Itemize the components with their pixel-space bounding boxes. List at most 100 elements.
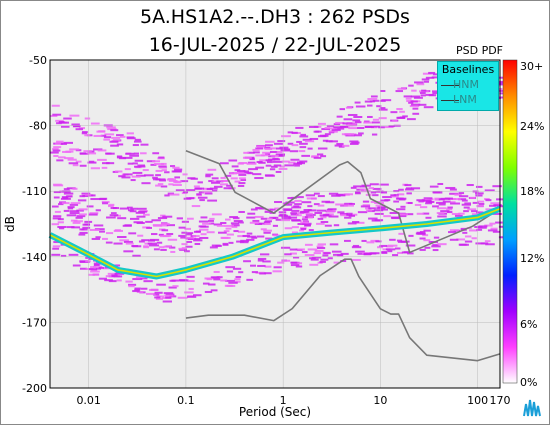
pdf-cell: [107, 272, 117, 275]
pdf-cell: [307, 205, 313, 208]
pdf-cell: [269, 216, 279, 219]
pdf-cell: [208, 180, 214, 183]
pdf-cell: [126, 206, 133, 209]
pdf-cell: [311, 155, 318, 158]
pdf-cell: [205, 173, 214, 176]
pdf-cell: [289, 248, 298, 251]
pdf-cell: [52, 149, 61, 152]
pdf-cell: [328, 215, 339, 218]
pdf-cell: [172, 170, 182, 173]
pdf-cell: [327, 257, 333, 260]
pdf-cell: [105, 232, 114, 235]
pdf-cell: [471, 237, 477, 240]
pdf-cell: [153, 293, 160, 296]
pdf-cell: [193, 239, 203, 242]
pdf-cell: [128, 283, 137, 286]
pdf-cell: [422, 199, 432, 202]
pdf-cell: [433, 236, 440, 239]
pdf-cell: [390, 194, 397, 197]
pdf-cell: [288, 216, 298, 219]
pdf-cell: [225, 218, 231, 221]
pdf-cell: [362, 200, 370, 203]
pdf-cell: [79, 164, 87, 167]
pdf-cell: [347, 222, 357, 225]
pdf-cell: [352, 221, 360, 224]
pdf-cell: [377, 206, 387, 209]
pdf-cell: [75, 128, 84, 131]
pdf-cell: [236, 169, 246, 172]
pdf-cell: [313, 203, 320, 206]
pdf-cell: [424, 246, 431, 249]
pdf-cell: [456, 238, 466, 241]
pdf-cell: [225, 227, 232, 230]
pdf-cell: [148, 288, 159, 291]
pdf-cell: [423, 106, 434, 109]
pdf-cell: [421, 78, 430, 81]
pdf-cell: [275, 218, 282, 221]
pdf-cell: [133, 140, 142, 143]
pdf-cell: [410, 100, 418, 103]
pdf-cell: [405, 97, 412, 100]
pdf-cell: [187, 295, 197, 298]
pdf-cell: [162, 300, 172, 303]
pdf-cell: [380, 89, 386, 92]
pdf-cell: [490, 202, 500, 205]
series-hnm: [185, 150, 501, 254]
pdf-cell: [140, 143, 149, 146]
pdf-cell: [254, 177, 264, 180]
pdf-cell: [164, 194, 170, 197]
pdf-cell: [390, 111, 398, 114]
pdf-cell: [224, 284, 233, 287]
legend-label: HNM: [453, 78, 479, 91]
pdf-cell: [216, 180, 224, 183]
y-tick-label: -110: [22, 185, 47, 198]
pdf-cell: [436, 201, 446, 204]
pdf-cell: [107, 205, 114, 208]
pdf-cell: [255, 166, 265, 169]
pdf-cell: [247, 235, 257, 238]
pdf-cell: [231, 224, 240, 227]
pdf-cell: [334, 144, 344, 147]
pdf-cell: [52, 147, 59, 150]
pdf-cell: [196, 193, 202, 196]
pdf-cell: [459, 243, 469, 246]
pdf-cell: [419, 237, 426, 240]
pdf-cell: [228, 281, 238, 284]
pdf-cell: [125, 152, 135, 155]
pdf-cell: [270, 165, 278, 168]
pdf-cell: [339, 125, 346, 128]
pdf-cell: [400, 205, 406, 208]
pdf-cell: [166, 224, 175, 227]
pdf-cell: [162, 234, 172, 237]
pdf-cell: [264, 220, 272, 223]
pdf-cell: [210, 289, 218, 292]
pdf-cell: [52, 217, 62, 220]
pdf-cell: [378, 117, 387, 120]
pdf-cell: [154, 291, 163, 294]
pdf-cell: [168, 183, 174, 186]
pdf-cell: [197, 181, 203, 184]
pdf-cell: [301, 218, 308, 221]
pdf-cell: [384, 199, 391, 202]
pdf-cell: [458, 212, 465, 215]
pdf-cell: [291, 226, 299, 229]
pdf-cell: [89, 228, 100, 231]
pdf-cell: [213, 278, 221, 281]
pdf-cell: [408, 234, 414, 237]
pdf-cell: [265, 153, 271, 156]
pdf-cell: [350, 142, 359, 145]
pdf-cell: [200, 216, 208, 219]
pdf-cell: [307, 147, 313, 150]
x-tick-label: 100: [467, 394, 488, 407]
pdf-cell: [249, 221, 260, 224]
pdf-cell: [485, 208, 494, 211]
pdf-cell: [51, 253, 61, 256]
pdf-cell: [449, 238, 459, 241]
pdf-cell: [476, 211, 484, 214]
pdf-cell: [317, 195, 325, 198]
pdf-cell: [458, 195, 469, 198]
pdf-cell: [301, 201, 312, 204]
pdf-cell: [340, 214, 347, 217]
pdf-cell: [392, 254, 399, 257]
